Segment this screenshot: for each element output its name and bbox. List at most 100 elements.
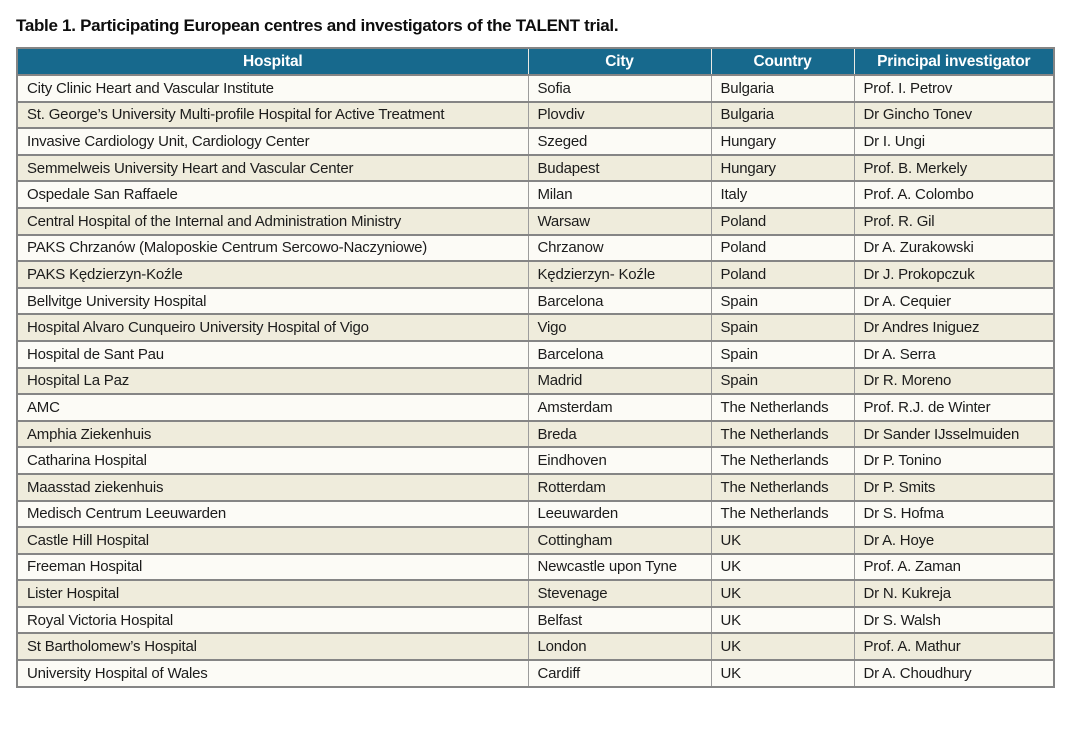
country-cell: UK <box>711 553 855 582</box>
hospital-cell: Royal Victoria Hospital <box>17 606 529 635</box>
table-row: Hospital La Paz Madrid Spain Dr R. Moren… <box>17 367 1054 396</box>
city-cell: Szeged <box>528 128 712 156</box>
country-cell: Poland <box>711 261 855 289</box>
country-cell: Spain <box>711 314 855 342</box>
hospital-cell: Lister Hospital <box>17 580 529 608</box>
city-cell: London <box>528 633 712 662</box>
investigator-cell: Dr N. Kukreja <box>854 580 1054 608</box>
column-header-principal-investigator: Principal investigator <box>854 48 1054 76</box>
country-cell: The Netherlands <box>711 447 855 475</box>
hospital-cell: Catharina Hospital <box>17 447 529 475</box>
country-cell: Spain <box>711 287 855 316</box>
table-row: Hospital de Sant Pau Barcelona Spain Dr … <box>17 340 1054 369</box>
table-row: Semmelweis University Heart and Vascular… <box>17 154 1054 183</box>
hospital-cell: City Clinic Heart and Vascular Institute <box>17 75 529 103</box>
hospital-cell: Bellvitge University Hospital <box>17 287 529 316</box>
table-title: Table 1. Participating European centres … <box>16 16 619 35</box>
country-cell: The Netherlands <box>711 500 855 529</box>
city-cell: Leeuwarden <box>528 500 712 529</box>
hospital-cell: Invasive Cardiology Unit, Cardiology Cen… <box>17 128 529 156</box>
city-cell: Vigo <box>528 314 712 342</box>
city-cell: Madrid <box>528 367 712 396</box>
city-cell: Barcelona <box>528 287 712 316</box>
country-cell: Spain <box>711 340 855 369</box>
country-cell: The Netherlands <box>711 420 855 449</box>
city-cell: Cardiff <box>528 660 712 688</box>
country-cell: Bulgaria <box>711 75 855 103</box>
investigator-cell: Dr Andres Iniguez <box>854 314 1054 342</box>
investigator-cell: Dr A. Hoye <box>854 527 1054 555</box>
table-row: PAKS Chrzanów (Maloposkie Centrum Sercow… <box>17 234 1054 263</box>
hospital-cell: Hospital Alvaro Cunqueiro University Hos… <box>17 314 529 342</box>
country-cell: Poland <box>711 207 855 236</box>
table-row: Royal Victoria Hospital Belfast UK Dr S.… <box>17 606 1054 635</box>
country-cell: UK <box>711 633 855 662</box>
city-cell: Amsterdam <box>528 394 712 422</box>
hospital-cell: Maasstad ziekenhuis <box>17 473 529 502</box>
country-cell: The Netherlands <box>711 394 855 422</box>
table-row: Bellvitge University Hospital Barcelona … <box>17 287 1054 316</box>
hospital-cell: University Hospital of Wales <box>17 660 529 688</box>
table-row: Lister Hospital Stevenage UK Dr N. Kukre… <box>17 580 1054 608</box>
investigator-cell: Dr P. Tonino <box>854 447 1054 475</box>
table-row: AMC Amsterdam The Netherlands Prof. R.J.… <box>17 394 1054 422</box>
table-row: University Hospital of Wales Cardiff UK … <box>17 660 1054 688</box>
table-row: Maasstad ziekenhuis Rotterdam The Nether… <box>17 473 1054 502</box>
investigator-cell: Dr I. Ungi <box>854 128 1054 156</box>
investigator-cell: Dr S. Hofma <box>854 500 1054 529</box>
table-row: PAKS Kędzierzyn-Koźle Kędzierzyn- Koźle … <box>17 261 1054 289</box>
hospital-cell: Freeman Hospital <box>17 553 529 582</box>
table-header: Hospital City Country Principal investig… <box>17 48 1054 76</box>
city-cell: Breda <box>528 420 712 449</box>
investigator-cell: Dr Gincho Tonev <box>854 101 1054 130</box>
hospital-cell: St Bartholomew’s Hospital <box>17 633 529 662</box>
hospital-cell: PAKS Kędzierzyn-Koźle <box>17 261 529 289</box>
city-cell: Barcelona <box>528 340 712 369</box>
country-cell: Hungary <box>711 154 855 183</box>
column-header-city: City <box>528 48 712 76</box>
country-cell: UK <box>711 580 855 608</box>
investigator-cell: Dr A. Cequier <box>854 287 1054 316</box>
table-row: St. George’s University Multi-profile Ho… <box>17 101 1054 130</box>
investigator-cell: Prof. A. Zaman <box>854 553 1054 582</box>
table-row: Medisch Centrum Leeuwarden Leeuwarden Th… <box>17 500 1054 529</box>
column-header-country: Country <box>711 48 855 76</box>
city-cell: Rotterdam <box>528 473 712 502</box>
hospital-cell: AMC <box>17 394 529 422</box>
hospital-cell: St. George’s University Multi-profile Ho… <box>17 101 529 130</box>
header-row: Hospital City Country Principal investig… <box>17 48 1054 76</box>
investigator-cell: Prof. A. Mathur <box>854 633 1054 662</box>
country-cell: Spain <box>711 367 855 396</box>
city-cell: Budapest <box>528 154 712 183</box>
centres-table: Hospital City Country Principal investig… <box>16 47 1055 688</box>
investigator-cell: Dr A. Serra <box>854 340 1054 369</box>
city-cell: Belfast <box>528 606 712 635</box>
country-cell: Italy <box>711 181 855 209</box>
investigator-cell: Dr A. Zurakowski <box>854 234 1054 263</box>
investigator-cell: Prof. R.J. de Winter <box>854 394 1054 422</box>
hospital-cell: Amphia Ziekenhuis <box>17 420 529 449</box>
city-cell: Newcastle upon Tyne <box>528 553 712 582</box>
table-row: Central Hospital of the Internal and Adm… <box>17 207 1054 236</box>
hospital-cell: Hospital La Paz <box>17 367 529 396</box>
hospital-cell: Castle Hill Hospital <box>17 527 529 555</box>
table-row: Invasive Cardiology Unit, Cardiology Cen… <box>17 128 1054 156</box>
hospital-cell: Medisch Centrum Leeuwarden <box>17 500 529 529</box>
investigator-cell: Dr R. Moreno <box>854 367 1054 396</box>
investigator-cell: Prof. R. Gil <box>854 207 1054 236</box>
table-row: Amphia Ziekenhuis Breda The Netherlands … <box>17 420 1054 449</box>
page: Table 1. Participating European centres … <box>16 16 1055 688</box>
country-cell: UK <box>711 606 855 635</box>
table-row: City Clinic Heart and Vascular Institute… <box>17 75 1054 103</box>
city-cell: Chrzanow <box>528 234 712 263</box>
city-cell: Plovdiv <box>528 101 712 130</box>
city-cell: Eindhoven <box>528 447 712 475</box>
city-cell: Warsaw <box>528 207 712 236</box>
city-cell: Kędzierzyn- Koźle <box>528 261 712 289</box>
table-row: Ospedale San Raffaele Milan Italy Prof. … <box>17 181 1054 209</box>
table-row: Castle Hill Hospital Cottingham UK Dr A.… <box>17 527 1054 555</box>
hospital-cell: Central Hospital of the Internal and Adm… <box>17 207 529 236</box>
hospital-cell: PAKS Chrzanów (Maloposkie Centrum Sercow… <box>17 234 529 263</box>
country-cell: Poland <box>711 234 855 263</box>
city-cell: Milan <box>528 181 712 209</box>
